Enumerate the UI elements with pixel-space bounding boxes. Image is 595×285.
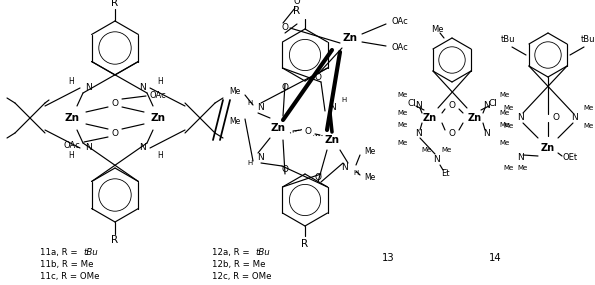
Text: Me: Me bbox=[503, 105, 513, 111]
Text: O: O bbox=[449, 129, 456, 137]
Text: 12a, R =: 12a, R = bbox=[212, 248, 252, 257]
Text: O: O bbox=[449, 101, 456, 109]
Text: Me: Me bbox=[503, 123, 513, 129]
Text: N: N bbox=[518, 113, 524, 123]
Text: Me: Me bbox=[230, 117, 240, 127]
Text: N: N bbox=[139, 144, 145, 152]
Text: N: N bbox=[484, 101, 490, 109]
Text: Me: Me bbox=[518, 165, 528, 171]
Text: Me: Me bbox=[398, 110, 408, 116]
Text: tBu: tBu bbox=[255, 248, 270, 257]
Text: OAc: OAc bbox=[392, 44, 408, 52]
Text: OAc: OAc bbox=[392, 17, 408, 27]
Text: N: N bbox=[330, 103, 336, 113]
Text: Me: Me bbox=[364, 174, 375, 182]
Text: Me: Me bbox=[398, 92, 408, 98]
Text: Zn: Zn bbox=[423, 113, 437, 123]
Text: H: H bbox=[248, 160, 253, 166]
Text: O: O bbox=[281, 23, 289, 32]
Text: N: N bbox=[258, 103, 264, 113]
Text: Me: Me bbox=[398, 122, 408, 128]
Text: Me: Me bbox=[422, 147, 432, 153]
Text: N: N bbox=[139, 84, 145, 93]
Text: N: N bbox=[342, 164, 349, 172]
Text: O: O bbox=[111, 129, 118, 137]
Text: 13: 13 bbox=[381, 253, 394, 263]
Text: N: N bbox=[84, 144, 92, 152]
Text: Zn: Zn bbox=[541, 143, 555, 153]
Text: O: O bbox=[553, 113, 559, 123]
Text: Me: Me bbox=[442, 147, 452, 153]
Text: 12b, R = Me: 12b, R = Me bbox=[212, 260, 265, 269]
Text: OAc: OAc bbox=[149, 91, 167, 99]
Text: O: O bbox=[281, 166, 289, 174]
Text: Me: Me bbox=[583, 123, 593, 129]
Text: Me: Me bbox=[431, 25, 443, 34]
Text: Zn: Zn bbox=[343, 33, 358, 43]
Text: Zn: Zn bbox=[324, 135, 340, 145]
Text: N: N bbox=[572, 113, 578, 123]
Text: Cl: Cl bbox=[488, 99, 497, 107]
Text: Zn: Zn bbox=[151, 113, 165, 123]
Text: Zn: Zn bbox=[271, 123, 286, 133]
Text: H: H bbox=[68, 78, 74, 87]
Text: O: O bbox=[305, 127, 312, 137]
Text: Cl: Cl bbox=[408, 99, 416, 107]
Text: H: H bbox=[342, 97, 347, 103]
Text: O: O bbox=[315, 74, 321, 82]
Text: tBu: tBu bbox=[581, 36, 595, 44]
Text: Me: Me bbox=[499, 140, 509, 146]
Text: H: H bbox=[248, 100, 253, 106]
Text: 11c, R = OMe: 11c, R = OMe bbox=[40, 272, 99, 281]
Text: OAc: OAc bbox=[64, 141, 80, 150]
Text: N: N bbox=[258, 154, 264, 162]
Text: R: R bbox=[293, 6, 300, 16]
Text: Me: Me bbox=[583, 105, 593, 111]
Text: O: O bbox=[111, 99, 118, 107]
Text: Zn: Zn bbox=[64, 113, 80, 123]
Text: tBu: tBu bbox=[501, 36, 515, 44]
Text: Me: Me bbox=[499, 122, 509, 128]
Text: H: H bbox=[353, 170, 359, 176]
Text: OEt: OEt bbox=[562, 154, 578, 162]
Text: Et: Et bbox=[441, 170, 449, 178]
Text: Me: Me bbox=[503, 165, 513, 171]
Text: Zn: Zn bbox=[468, 113, 482, 123]
Text: Me: Me bbox=[499, 110, 509, 116]
Text: O: O bbox=[315, 174, 321, 182]
Text: tBu: tBu bbox=[83, 248, 98, 257]
Text: Me: Me bbox=[230, 87, 240, 97]
Text: N: N bbox=[518, 154, 524, 162]
Text: Me: Me bbox=[398, 140, 408, 146]
Text: N: N bbox=[84, 84, 92, 93]
Text: Me: Me bbox=[499, 92, 509, 98]
Text: 12c, R = OMe: 12c, R = OMe bbox=[212, 272, 271, 281]
Text: R: R bbox=[302, 239, 309, 249]
Text: N: N bbox=[415, 101, 421, 109]
Text: H: H bbox=[68, 150, 74, 160]
Text: R: R bbox=[111, 235, 118, 245]
Text: N: N bbox=[484, 129, 490, 137]
Text: R: R bbox=[111, 0, 118, 8]
Text: N: N bbox=[415, 129, 421, 137]
Text: 14: 14 bbox=[488, 253, 502, 263]
Text: O: O bbox=[281, 84, 289, 93]
Text: H: H bbox=[157, 78, 163, 87]
Text: 11a, R =: 11a, R = bbox=[40, 248, 80, 257]
Text: O: O bbox=[294, 0, 300, 7]
Text: 11b, R = Me: 11b, R = Me bbox=[40, 260, 93, 269]
Text: Me: Me bbox=[364, 148, 375, 156]
Text: N: N bbox=[434, 156, 440, 164]
Text: H: H bbox=[157, 150, 163, 160]
